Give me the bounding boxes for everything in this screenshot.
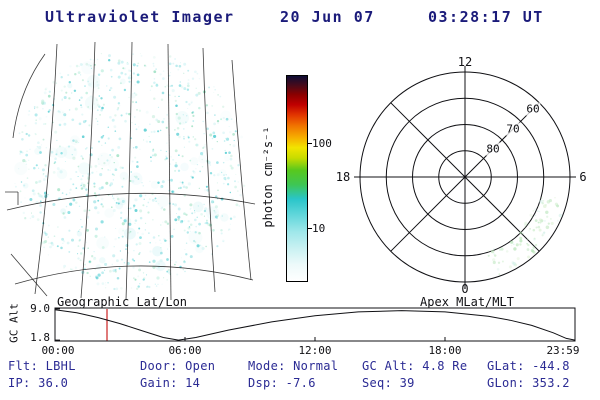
mlt-label-12: 12 xyxy=(457,55,473,69)
status-mode: Mode: Normal xyxy=(248,359,339,373)
polar-panel-caption: Apex MLat/MLT xyxy=(420,295,514,309)
strip-chart-ticks xyxy=(54,308,576,341)
colorbar xyxy=(286,75,308,282)
lat-label-60: 60 xyxy=(525,102,541,116)
status-door: Door: Open xyxy=(140,359,216,373)
status-seq: Seq: 39 xyxy=(362,376,415,390)
xtick-0600: 06:00 xyxy=(168,344,202,357)
disk-panel-caption: Geographic Lat/Lon xyxy=(56,295,188,309)
polar-grid xyxy=(354,66,576,288)
altitude-curve xyxy=(54,309,576,341)
status-glat: GLat: -44.8 xyxy=(487,359,570,373)
header-date: 20 Jun 07 xyxy=(280,8,375,26)
colorbar-tickmark-10 xyxy=(307,228,312,229)
header-time: 03:28:17 UT xyxy=(428,8,544,26)
polar-plot xyxy=(354,66,576,288)
ytick-1.8: 1.8 xyxy=(30,331,50,344)
xtick-1800: 18:00 xyxy=(428,344,462,357)
status-glon: GLon: 353.2 xyxy=(487,376,570,390)
mlt-label-6: 6 xyxy=(579,170,587,184)
status-gcalt: GC Alt: 4.8 Re xyxy=(362,359,468,373)
status-row-1: Flt: LBHL Door: Open Mode: Normal GC Alt… xyxy=(0,359,600,373)
lat-label-80: 80 xyxy=(485,142,501,156)
status-row-2: IP: 36.0 Gain: 14 Dsp: -7.6 Seq: 39 GLon… xyxy=(0,376,600,390)
page-title: Ultraviolet Imager xyxy=(45,8,235,26)
altitude-strip-chart xyxy=(54,307,576,342)
uv-disk-image xyxy=(5,42,256,301)
ytick-9.0: 9.0 xyxy=(30,302,50,315)
status-flt: Flt: LBHL xyxy=(8,359,76,373)
geographic-grid-lines xyxy=(5,42,256,301)
xtick-1200: 12:00 xyxy=(298,344,332,357)
status-ip: IP: 36.0 xyxy=(8,376,69,390)
uv-disk-speckle-field xyxy=(14,52,246,291)
status-dsp: Dsp: -7.6 xyxy=(248,376,316,390)
colorbar-tick-100: 100 xyxy=(312,137,332,150)
strip-chart-ylabel: GC Alt xyxy=(7,303,21,343)
aurora-speckle-patch xyxy=(487,197,563,275)
mlt-label-0: 0 xyxy=(461,282,469,296)
xtick-0000: 00:00 xyxy=(41,344,75,357)
strip-chart-frame xyxy=(54,307,576,342)
colorbar-tick-10: 10 xyxy=(312,222,326,235)
colorbar-units-label: photon cm⁻²s⁻¹ xyxy=(261,126,275,228)
lat-label-70: 70 xyxy=(505,122,521,136)
xtick-2359: 23:59 xyxy=(546,344,580,357)
status-gain: Gain: 14 xyxy=(140,376,201,390)
colorbar-tickmark-100 xyxy=(307,143,312,144)
mlt-label-18: 18 xyxy=(335,170,351,184)
